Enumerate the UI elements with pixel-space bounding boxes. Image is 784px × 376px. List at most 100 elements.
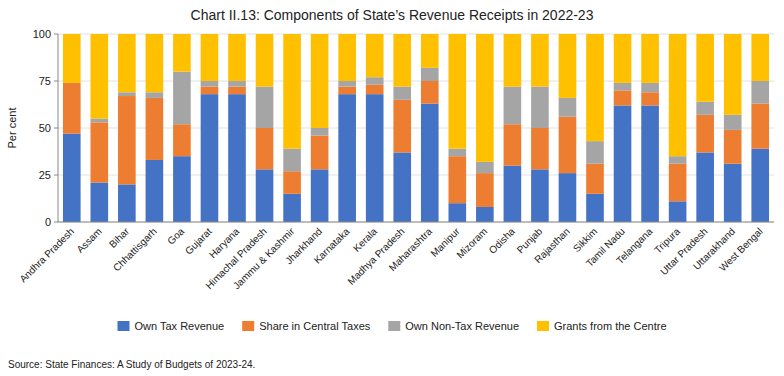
bar-segment <box>559 173 577 222</box>
legend: Own Tax Revenue Share in Central Taxes Own… <box>117 320 666 332</box>
bar-segment <box>696 102 714 115</box>
bar-segment <box>63 34 81 83</box>
bar-segment <box>173 156 191 222</box>
bar-segment <box>256 34 274 87</box>
legend-label: Own Tax Revenue <box>134 320 224 332</box>
x-tick-label: Andhra Pradesh <box>17 226 76 285</box>
x-tick-label: Goa <box>165 225 186 246</box>
bar-segment <box>531 34 549 87</box>
bar-segment <box>393 100 411 153</box>
bar-segment <box>201 81 219 87</box>
x-tick-label: Odisha <box>487 225 517 255</box>
bar-segment <box>531 128 549 169</box>
y-tick <box>54 34 58 35</box>
x-tick-label: Karnataka <box>312 225 352 265</box>
bar-segment <box>504 166 522 222</box>
bar-segment <box>311 34 329 128</box>
bar-segment <box>586 164 604 194</box>
legend-label: Share in Central Taxes <box>259 320 371 332</box>
bar-segment <box>614 90 632 105</box>
bar-segment <box>669 34 687 156</box>
bar-segment <box>146 34 164 92</box>
bar-segment <box>724 34 742 115</box>
bar-segment <box>228 81 246 87</box>
bar-segment <box>366 94 384 222</box>
y-tick-label: 25 <box>39 169 51 181</box>
bar-segment <box>476 173 494 207</box>
legend-swatch <box>242 321 254 331</box>
legend-label: Own Non-Tax Revenue <box>405 320 519 332</box>
x-tick-label: Assam <box>74 226 103 255</box>
bar-segment <box>696 34 714 102</box>
y-tick <box>54 175 58 176</box>
bar-segment <box>338 81 356 87</box>
x-tick-label: Chhattisgarh <box>111 226 159 274</box>
bar-segment <box>448 149 466 157</box>
bar-segment <box>448 34 466 149</box>
bar-segment <box>669 164 687 202</box>
x-tick-label: Mizoram <box>454 226 489 261</box>
bar-segment <box>63 134 81 222</box>
bar-segment <box>118 96 136 184</box>
bars <box>63 34 769 222</box>
bar-segment <box>476 207 494 222</box>
bar-segment <box>393 87 411 100</box>
bar-segment <box>63 83 81 134</box>
bar-segment <box>641 34 659 83</box>
bar-segment <box>90 34 108 119</box>
x-tick-label: Uttar Pradesh <box>658 226 709 277</box>
chart: Chart II.13: Components of State’s Reven… <box>0 0 784 376</box>
legend-item: Grants from the Centre <box>537 320 667 332</box>
bar-segment <box>559 34 577 98</box>
bar-segment <box>256 128 274 169</box>
bar-segment <box>669 156 687 164</box>
bar-segment <box>118 184 136 222</box>
title: Chart II.13: Components of State’s Reven… <box>191 7 594 23</box>
legend-swatch <box>537 321 549 331</box>
bar-segment <box>641 105 659 222</box>
bar-segment <box>338 87 356 95</box>
bar-segment <box>228 34 246 81</box>
grid-line <box>58 175 774 176</box>
bar-segment <box>283 149 301 172</box>
bar-segment <box>173 124 191 156</box>
bar-segment <box>669 201 687 222</box>
bar-segment <box>614 105 632 222</box>
bar-segment <box>614 83 632 91</box>
bar-segment <box>531 87 549 128</box>
bar-segment <box>173 72 191 125</box>
grid-line <box>58 81 774 82</box>
y-axis-label: Per cent <box>6 108 18 149</box>
bar-segment <box>173 34 191 72</box>
x-tick-label: West Bengal <box>717 226 765 274</box>
legend-item: Share in Central Taxes <box>242 320 371 332</box>
bar-segment <box>614 34 632 83</box>
bar-segment <box>531 169 549 222</box>
bar-segment <box>586 34 604 141</box>
bar-segment <box>201 87 219 95</box>
bar-segment <box>421 34 439 68</box>
legend-label: Grants from the Centre <box>554 320 667 332</box>
bar-segment <box>201 34 219 81</box>
legend-item: Own Tax Revenue <box>117 320 224 332</box>
bar-segment <box>504 87 522 125</box>
bar-segment <box>366 77 384 85</box>
bar-segment <box>256 169 274 222</box>
bar-segment <box>283 34 301 149</box>
bar-segment <box>476 34 494 162</box>
x-tick-label: Bihar <box>107 225 132 250</box>
bar-segment <box>586 194 604 222</box>
bar-segment <box>256 87 274 128</box>
bar-segment <box>311 128 329 136</box>
bar-segment <box>90 119 108 123</box>
y-tick <box>54 81 58 82</box>
bar-segment <box>421 68 439 81</box>
bar-segment <box>696 152 714 222</box>
bar-segment <box>393 152 411 222</box>
y-axis <box>58 34 59 222</box>
bar-segment <box>228 94 246 222</box>
bar-segment <box>751 149 769 222</box>
bar-segment <box>448 156 466 203</box>
bar-segment <box>366 85 384 94</box>
bar-segment <box>338 94 356 222</box>
